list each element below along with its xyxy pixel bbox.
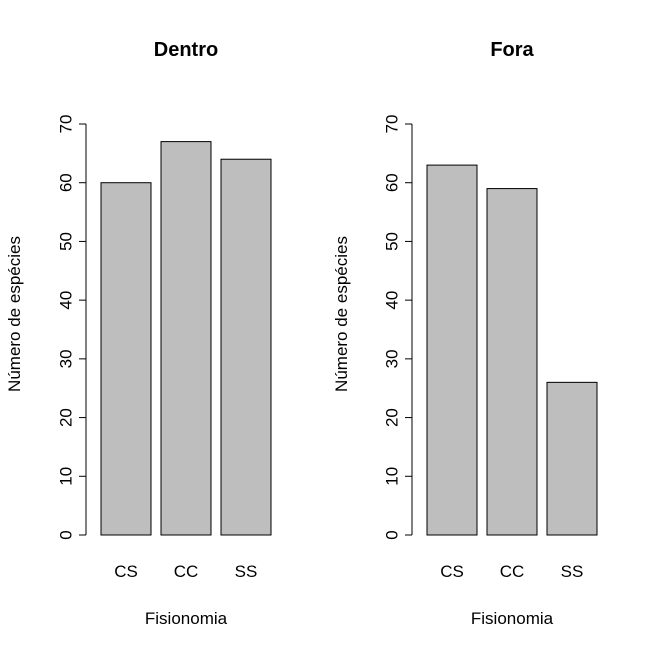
y-tick-label: 20 [383,408,402,427]
bar-cc [160,141,212,536]
x-tick-label: CC [500,562,525,581]
y-tick-label: 60 [57,173,76,192]
y-tick-label: 30 [57,349,76,368]
y-tick-label: 70 [383,115,402,134]
y-tick-label: 10 [57,467,76,486]
bar-group [426,164,598,536]
chart-title: Dentro [154,39,218,61]
x-axis-label: Fisionomia [471,609,554,628]
x-tick-label: SS [561,562,584,581]
y-tick-label: 20 [57,408,76,427]
y-tick-label: 50 [57,232,76,251]
y-tick-label: 40 [383,291,402,310]
bar-ss [546,381,598,536]
y-tick-label: 10 [383,467,402,486]
x-tick-label: CS [440,562,464,581]
x-axis-label: Fisionomia [145,609,228,628]
y-tick-label: 30 [383,349,402,368]
bar-ss [220,158,272,536]
x-tick-label: SS [235,562,258,581]
y-tick-label: 40 [57,291,76,310]
y-tick-label: 70 [57,115,76,134]
x-tick-label: CC [174,562,199,581]
x-tick-label: CS [114,562,138,581]
y-tick-label: 60 [383,173,402,192]
x-tick-labels: CS CC SS [114,562,257,581]
y-axis-label: Número de espécies [332,236,351,392]
y-axis: 0 10 20 30 40 50 60 70 [383,115,413,540]
y-tick-label: 0 [383,530,402,539]
y-axis: 0 10 20 30 40 50 60 70 [57,115,87,540]
bar-cs [100,182,152,536]
y-axis-label: Número de espécies [5,236,24,392]
x-tick-labels: CS CC SS [440,562,583,581]
y-tick-label: 50 [383,232,402,251]
bar-cc [486,188,538,536]
y-tick-label: 0 [57,530,76,539]
bar-cs [426,164,478,536]
chart-panel-dentro: Dentro Número de espécies Fisionomia 0 10… [5,39,272,628]
bar-group [100,141,272,536]
chart-panel-fora: Fora Número de espécies Fisionomia 0 10 20… [332,39,598,628]
chart-title: Fora [490,39,534,61]
